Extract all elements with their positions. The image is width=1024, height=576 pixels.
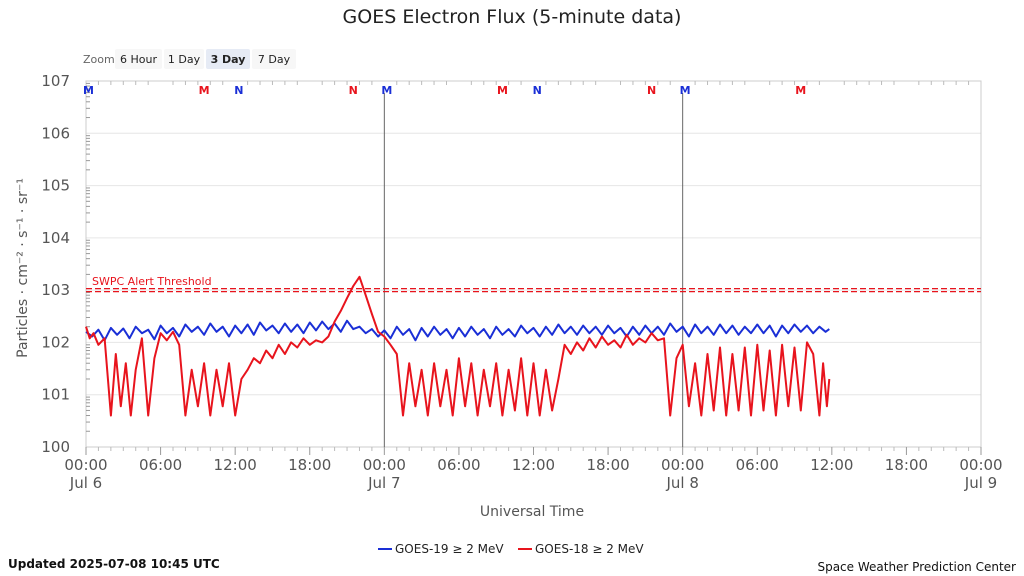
event-marker: M — [795, 84, 806, 97]
zoom-label: Zoom — [83, 53, 115, 66]
y-tick-label: 105 — [41, 177, 70, 195]
credit-text: Space Weather Prediction Center — [817, 560, 1016, 574]
x-date-label: Jul 8 — [665, 474, 698, 492]
y-tick-label: 102 — [41, 333, 70, 351]
x-date-label: Jul 6 — [69, 474, 102, 492]
event-marker: N — [234, 84, 243, 97]
x-tick-label: 18:00 — [885, 456, 928, 474]
updated-timestamp: Updated 2025-07-08 10:45 UTC — [8, 557, 220, 571]
x-axis-title: Universal Time — [480, 504, 584, 520]
x-tick-label: 12:00 — [214, 456, 257, 474]
event-marker: N — [647, 84, 656, 97]
alert-threshold: SWPC Alert Threshold — [86, 275, 981, 293]
x-tick-label: 00:00 — [64, 456, 107, 474]
legend[interactable]: GOES-19 ≥ 2 MeV GOES-18 ≥ 2 MeV — [378, 542, 644, 556]
series-line-goes18 — [85, 275, 831, 417]
y-tick-label: 100 — [41, 438, 70, 456]
zoom-button-3-day[interactable]: 3 Day — [211, 53, 246, 66]
y-tick-label: 104 — [41, 229, 70, 247]
x-tick-label: 18:00 — [586, 456, 629, 474]
event-marker: N — [533, 84, 542, 97]
zoom-button-bg[interactable] — [252, 49, 296, 69]
zoom-button-bg[interactable] — [115, 49, 162, 69]
x-tick-label: 00:00 — [959, 456, 1002, 474]
y-tick-label: 107 — [41, 72, 70, 90]
x-tick-label: 18:00 — [288, 456, 331, 474]
zoom-selector: Zoom 6 Hour 1 Day 3 Day 7 Day — [83, 49, 296, 69]
x-tick-label: 00:00 — [363, 456, 406, 474]
event-marker: M — [381, 84, 392, 97]
y-tick-label: 106 — [41, 124, 70, 142]
y-tick-label: 103 — [41, 281, 70, 299]
x-date-label: Jul 9 — [964, 474, 997, 492]
event-marker: M — [497, 84, 508, 97]
legend-item[interactable]: GOES-19 ≥ 2 MeV — [395, 542, 504, 556]
threshold-label: SWPC Alert Threshold — [92, 275, 212, 288]
x-date-label: Jul 7 — [367, 474, 400, 492]
y-axis-title: Particles · cm⁻² · s⁻¹ · sr⁻¹ — [15, 178, 31, 358]
chart-title: GOES Electron Flux (5-minute data) — [343, 6, 682, 28]
zoom-button-6-hour[interactable]: 6 Hour — [120, 53, 157, 66]
zoom-button-bg[interactable] — [164, 49, 204, 69]
zoom-button-bg[interactable] — [206, 49, 250, 69]
x-tick-label: 06:00 — [736, 456, 779, 474]
y-axis: 100 101 102 103 104 105 106 107 — [41, 72, 90, 456]
y-tick-label: 101 — [41, 386, 70, 404]
day-boundary-lines — [383, 93, 684, 447]
event-marker: M — [199, 84, 210, 97]
x-tick-label: 06:00 — [437, 456, 480, 474]
x-tick-label: 00:00 — [661, 456, 704, 474]
event-marker: M — [680, 84, 691, 97]
legend-item[interactable]: GOES-18 ≥ 2 MeV — [535, 542, 644, 556]
series-line-goes19 — [85, 319, 830, 342]
zoom-button-7-day[interactable]: 7 Day — [258, 53, 291, 66]
x-tick-label: 06:00 — [139, 456, 182, 474]
zoom-button-1-day[interactable]: 1 Day — [168, 53, 201, 66]
event-marker: N — [349, 84, 358, 97]
x-tick-label: 12:00 — [810, 456, 853, 474]
data-series — [85, 275, 831, 417]
x-tick-label: 12:00 — [512, 456, 555, 474]
event-marker: M — [83, 84, 94, 97]
